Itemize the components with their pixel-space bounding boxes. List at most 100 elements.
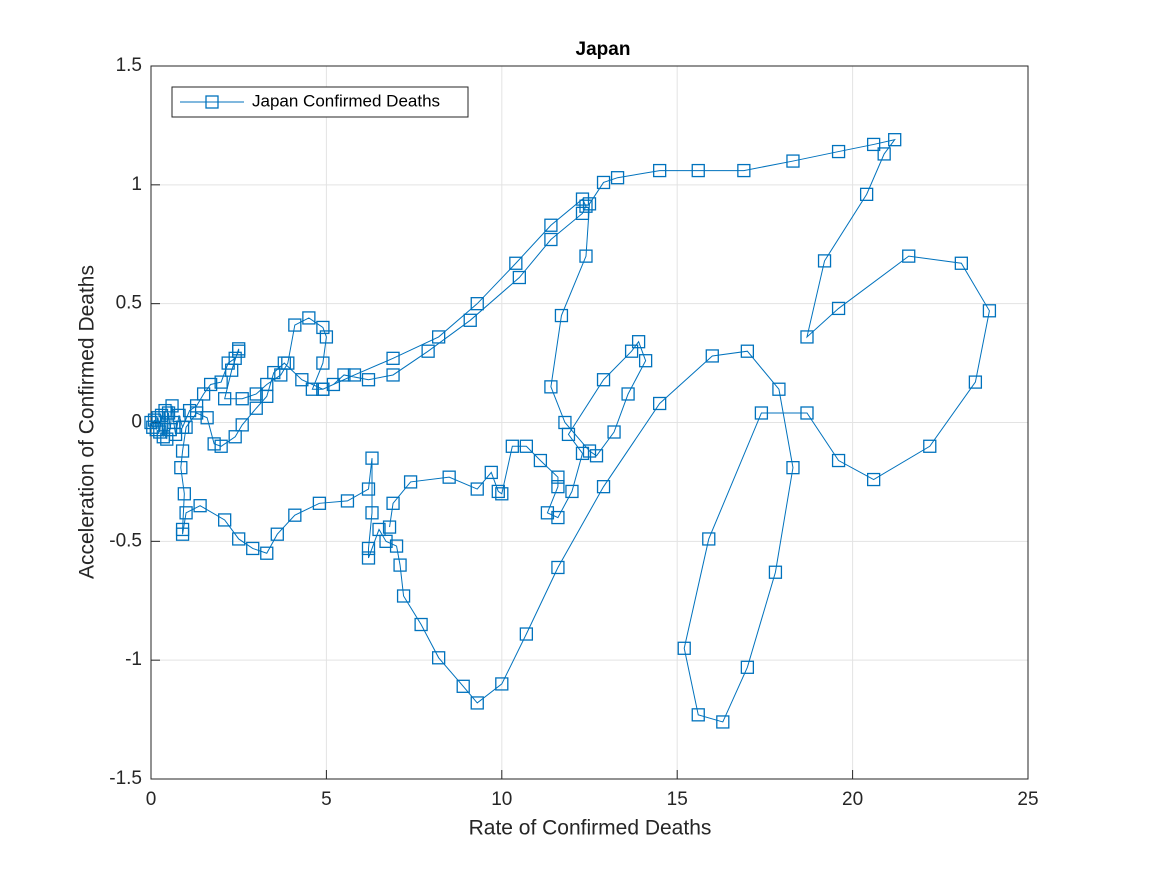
marker — [232, 532, 246, 546]
marker — [705, 349, 719, 363]
marker — [260, 389, 274, 404]
marker — [193, 499, 207, 513]
marker — [772, 382, 786, 396]
marker — [579, 199, 593, 213]
marker — [221, 356, 235, 370]
marker — [165, 399, 179, 413]
marker — [877, 147, 891, 161]
marker — [442, 470, 456, 484]
marker — [316, 356, 330, 370]
marker — [551, 480, 565, 494]
marker — [235, 392, 249, 406]
marker — [702, 532, 716, 546]
marker — [470, 482, 484, 496]
legend-label: Japan Confirmed Deaths — [252, 91, 440, 110]
marker — [954, 256, 968, 270]
marker — [491, 484, 505, 499]
marker — [470, 297, 484, 311]
marker — [158, 403, 172, 418]
marker — [817, 254, 832, 268]
marker — [182, 403, 197, 418]
marker — [386, 496, 400, 510]
y-tick-label: -1 — [125, 649, 142, 670]
marker — [866, 472, 881, 487]
x-tick-label: 20 — [842, 789, 863, 810]
marker — [463, 313, 477, 327]
marker — [154, 408, 169, 423]
marker — [177, 487, 191, 501]
marker — [326, 377, 341, 392]
marker — [393, 558, 407, 572]
marker — [565, 484, 579, 499]
marker — [267, 365, 281, 380]
marker — [533, 453, 548, 468]
marker — [866, 137, 881, 152]
marker — [316, 320, 330, 335]
marker — [337, 368, 351, 382]
marker — [432, 651, 446, 665]
marker — [575, 206, 590, 221]
marker — [512, 270, 526, 285]
marker — [174, 461, 188, 475]
marker — [653, 163, 667, 178]
marker — [305, 382, 320, 396]
marker — [519, 627, 534, 641]
marker — [340, 494, 355, 508]
marker — [218, 513, 232, 527]
x-tick-label: 25 — [1017, 789, 1038, 810]
data-line — [150, 138, 990, 723]
marker — [295, 373, 309, 387]
marker — [544, 218, 558, 232]
marker — [737, 163, 751, 178]
marker — [582, 197, 597, 211]
marker — [740, 660, 755, 674]
marker — [361, 482, 376, 496]
marker — [146, 420, 160, 434]
x-tick-label: 0 — [146, 789, 157, 810]
marker — [189, 399, 204, 413]
marker — [249, 387, 263, 401]
marker — [716, 715, 730, 729]
marker — [610, 171, 625, 185]
marker — [638, 354, 653, 368]
marker — [196, 387, 211, 401]
y-tick-label: -1.5 — [109, 768, 142, 789]
y-tick-label: 0.5 — [116, 293, 142, 314]
marker — [365, 451, 379, 465]
marker — [372, 522, 386, 537]
x-tick-label: 10 — [491, 789, 512, 810]
marker — [561, 427, 576, 442]
marker — [968, 375, 983, 389]
marker — [225, 363, 239, 377]
marker — [495, 487, 509, 501]
marker — [859, 187, 874, 201]
marker — [246, 541, 260, 556]
marker — [175, 444, 190, 458]
marker — [653, 396, 667, 411]
marker — [421, 344, 435, 358]
marker — [470, 696, 484, 710]
marker — [582, 444, 597, 458]
marker — [319, 330, 334, 344]
marker — [403, 475, 418, 489]
y-tick-label: -0.5 — [109, 530, 142, 551]
marker — [575, 192, 590, 206]
marker — [768, 565, 783, 579]
marker — [495, 677, 509, 691]
marker — [800, 330, 814, 344]
marker — [544, 232, 558, 247]
marker — [505, 439, 519, 453]
marker — [621, 387, 635, 401]
marker — [579, 249, 593, 263]
marker — [691, 163, 705, 178]
marker — [831, 144, 846, 159]
marker — [270, 527, 284, 541]
marker — [554, 308, 569, 323]
marker — [214, 439, 228, 453]
legend-marker — [205, 95, 219, 109]
marker — [509, 256, 523, 270]
marker — [831, 301, 846, 316]
marker — [361, 551, 376, 565]
marker — [691, 708, 705, 722]
